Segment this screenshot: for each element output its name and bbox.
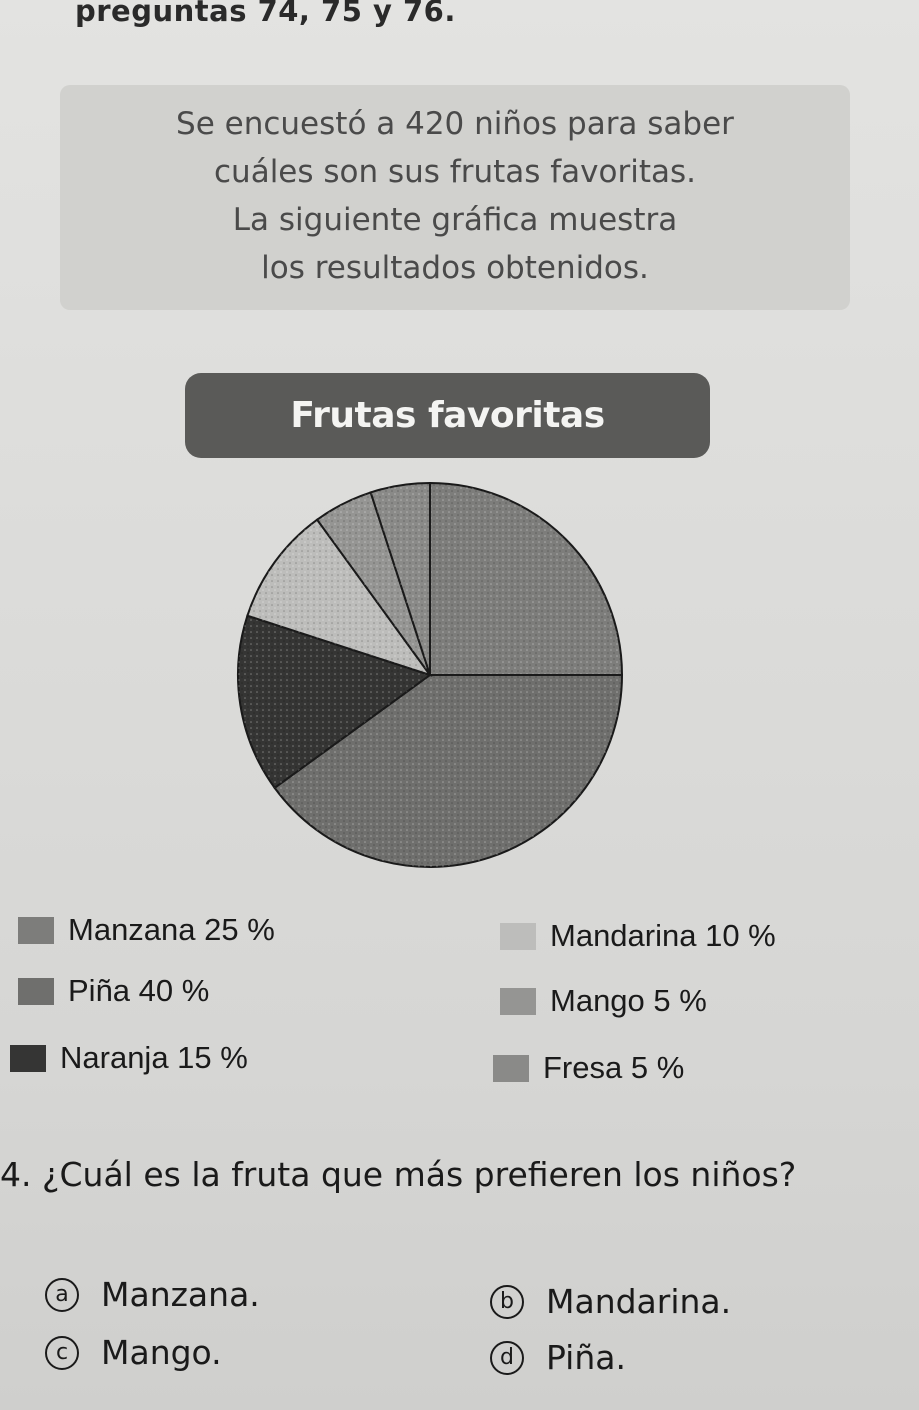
legend-swatch-pina	[18, 977, 54, 1005]
legend-item-naranja: Naranja 15 %	[10, 1040, 248, 1076]
legend-swatch-mandarina	[500, 922, 536, 950]
legend-label-mandarina: Mandarina 10 %	[550, 918, 776, 953]
option-b-marker: b	[490, 1284, 524, 1319]
chart-title: Frutas favoritas	[290, 395, 605, 436]
option-b[interactable]: b Mandarina.	[490, 1282, 731, 1321]
legend-item-mango: Mango 5 %	[500, 983, 707, 1019]
legend-item-fresa: Fresa 5 %	[493, 1050, 684, 1086]
legend-item-manzana: Manzana 25 %	[18, 912, 275, 948]
option-a[interactable]: a Manzana.	[45, 1275, 260, 1314]
intro-line-2: cuáles son sus frutas favoritas.	[214, 154, 696, 190]
intro-line-4: los resultados obtenidos.	[261, 250, 649, 286]
option-d[interactable]: d Piña.	[490, 1338, 626, 1377]
legend-swatch-manzana	[18, 916, 54, 944]
option-c-marker: c	[45, 1335, 79, 1370]
legend-item-mandarina: Mandarina 10 %	[500, 918, 776, 954]
option-c-label: Mango.	[101, 1333, 222, 1372]
legend-label-pina: Piña 40 %	[68, 973, 210, 1008]
legend-label-fresa: Fresa 5 %	[543, 1050, 685, 1085]
pie-slice-texture	[370, 483, 430, 675]
option-c[interactable]: c Mango.	[45, 1333, 222, 1372]
legend-swatch-fresa	[493, 1054, 529, 1082]
intro-text: Se encuestó a 420 niños para saber cuále…	[60, 100, 850, 292]
option-d-label: Piña.	[546, 1338, 626, 1377]
option-d-marker: d	[490, 1340, 524, 1375]
question-text: 4. ¿Cuál es la fruta que más prefieren l…	[0, 1155, 797, 1194]
option-a-label: Manzana.	[101, 1275, 260, 1314]
pie-slice-texture	[317, 492, 430, 675]
legend-label-naranja: Naranja 15 %	[60, 1040, 248, 1075]
intro-box	[60, 85, 850, 310]
pie-slice-texture	[274, 675, 622, 867]
pie-slice-texture	[247, 519, 430, 675]
intro-line-3: La siguiente gráfica muestra	[232, 202, 678, 238]
legend-swatch-naranja	[10, 1044, 46, 1072]
legend-swatch-mango	[500, 987, 536, 1015]
header-text: preguntas 74, 75 y 76.	[75, 0, 456, 28]
option-b-label: Mandarina.	[546, 1282, 732, 1321]
legend-item-pina: Piña 40 %	[18, 973, 209, 1009]
pie-slice-texture	[430, 483, 622, 675]
intro-line-1: Se encuestó a 420 niños para saber	[176, 106, 734, 142]
pie-slice-texture	[238, 615, 430, 788]
legend-label-mango: Mango 5 %	[550, 983, 707, 1018]
legend-label-manzana: Manzana 25 %	[68, 912, 275, 947]
chart-title-banner: Frutas favoritas	[185, 373, 710, 458]
option-a-marker: a	[45, 1277, 79, 1312]
pie-chart	[237, 481, 624, 868]
